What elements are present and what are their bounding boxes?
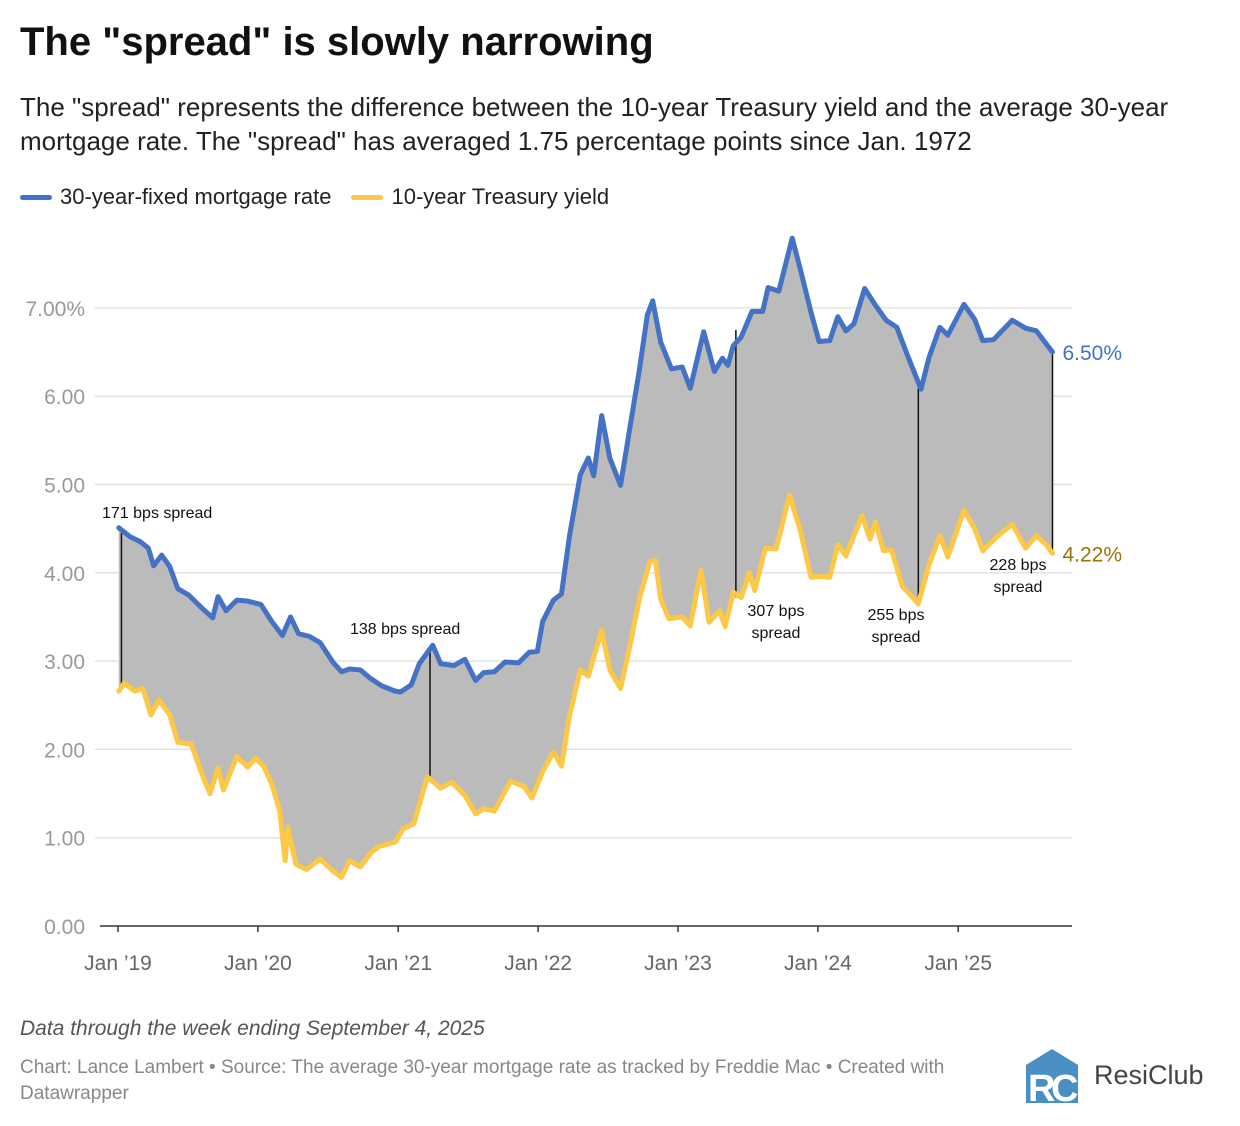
chart-title: The "spread" is slowly narrowing bbox=[20, 20, 654, 64]
x-tick-label: Jan ’25 bbox=[924, 952, 992, 975]
x-tick-label: Jan ’19 bbox=[84, 952, 152, 975]
x-tick-label: Jan ’23 bbox=[644, 952, 712, 975]
source-credit: Chart: Lance Lambert • Source: The avera… bbox=[20, 1057, 945, 1104]
mortgage-line bbox=[116, 235, 1055, 695]
svg-text:R: R bbox=[1028, 1068, 1055, 1103]
annotation-label: 138 bps spread bbox=[350, 621, 461, 638]
mortgage-end-label: 6.50% bbox=[1062, 342, 1122, 365]
x-tick-label: Jan ’22 bbox=[504, 952, 572, 975]
y-tick-label: 6.00 bbox=[44, 386, 85, 409]
x-tick-label: Jan ’21 bbox=[364, 952, 432, 975]
legend-label-treasury: 10-year Treasury yield bbox=[391, 184, 610, 209]
logo-text: ResiClub bbox=[1094, 1059, 1204, 1090]
annotation-label: 255 bps spread bbox=[867, 607, 925, 646]
legend-swatch-treasury bbox=[351, 194, 384, 200]
spread-area bbox=[118, 238, 1053, 878]
annotation-label: 228 bps spread bbox=[989, 557, 1047, 596]
legend-item-mortgage: 30-year-fixed mortgage rate bbox=[20, 184, 331, 210]
treasury-end-label: 4.22% bbox=[1062, 543, 1122, 566]
annotation-label: 171 bps spread bbox=[102, 505, 213, 522]
y-tick-label: 2.00 bbox=[44, 739, 85, 762]
annotation-label: 307 bps spread bbox=[747, 603, 805, 642]
y-tick-label: 0.00 bbox=[44, 916, 85, 939]
x-tick-label: Jan ’20 bbox=[224, 952, 292, 975]
data-note: Data through the week ending September 4… bbox=[20, 1017, 485, 1040]
legend-label-mortgage: 30-year-fixed mortgage rate bbox=[60, 184, 332, 209]
y-tick-label: 1.00 bbox=[44, 828, 85, 851]
y-tick-label: 7.00% bbox=[25, 298, 85, 321]
chart-subtitle: The "spread" represents the difference b… bbox=[20, 92, 1169, 156]
legend: 30-year-fixed mortgage rate 10-year Trea… bbox=[20, 184, 609, 210]
x-tick-label: Jan ’24 bbox=[784, 952, 852, 975]
resiclub-logo: R C ResiClub bbox=[1024, 1047, 1204, 1103]
y-tick-label: 4.00 bbox=[44, 563, 85, 586]
legend-swatch-mortgage bbox=[20, 194, 52, 200]
resiclub-logo-icon: R C bbox=[1026, 1049, 1078, 1103]
y-tick-label: 5.00 bbox=[44, 475, 85, 498]
treasury-line bbox=[116, 492, 1055, 880]
svg-text:C: C bbox=[1051, 1068, 1078, 1103]
y-tick-label: 3.00 bbox=[44, 651, 85, 674]
legend-item-treasury: 10-year Treasury yield bbox=[351, 184, 609, 210]
